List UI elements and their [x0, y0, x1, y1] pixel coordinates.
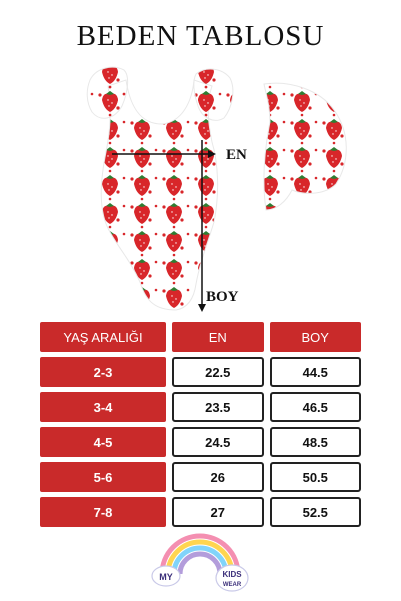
table-row: 7-8 27 52.5 [40, 497, 361, 527]
table-header-row: YAŞ ARALIĞI EN BOY [40, 322, 361, 352]
table-row: 5-6 26 50.5 [40, 462, 361, 492]
age-cell: 4-5 [40, 427, 166, 457]
left-ruffle [86, 66, 129, 119]
table-row: 3-4 23.5 46.5 [40, 392, 361, 422]
age-cell: 5-6 [40, 462, 166, 492]
brand-logo: MY KIDS WEAR [151, 533, 249, 592]
boy-cell: 50.5 [269, 462, 361, 492]
logo-text-sub: WEAR [223, 582, 242, 588]
page-title: BEDEN TABLOSU [76, 20, 325, 52]
age-cell: 3-4 [40, 392, 166, 422]
logo-text-right: KIDS [222, 570, 242, 579]
en-cell: 24.5 [172, 427, 264, 457]
boy-cell: 46.5 [269, 392, 361, 422]
boy-cell: 44.5 [269, 357, 361, 387]
swimsuit-body [100, 79, 219, 311]
header-boy: BOY [269, 322, 361, 352]
boy-cell: 48.5 [269, 427, 361, 457]
en-cell: 23.5 [172, 392, 264, 422]
header-age-range: YAŞ ARALIĞI [40, 322, 166, 352]
swim-cap [263, 82, 347, 211]
age-cell: 7-8 [40, 497, 166, 527]
en-cell: 27 [172, 497, 264, 527]
table-row: 2-3 22.5 44.5 [40, 357, 361, 387]
en-cell: 26 [172, 462, 264, 492]
size-table: YAŞ ARALIĞI EN BOY 2-3 22.5 44.5 3-4 23.… [40, 322, 361, 532]
age-cell: 2-3 [40, 357, 166, 387]
en-cell: 22.5 [172, 357, 264, 387]
header-en: EN [172, 322, 264, 352]
table-row: 4-5 24.5 48.5 [40, 427, 361, 457]
boy-cell: 52.5 [269, 497, 361, 527]
length-label: BOY [206, 289, 239, 305]
right-ruffle [193, 68, 234, 121]
swimsuit-illustration [86, 66, 347, 312]
logo-text-left: MY [159, 572, 173, 582]
width-label: EN [226, 147, 247, 163]
